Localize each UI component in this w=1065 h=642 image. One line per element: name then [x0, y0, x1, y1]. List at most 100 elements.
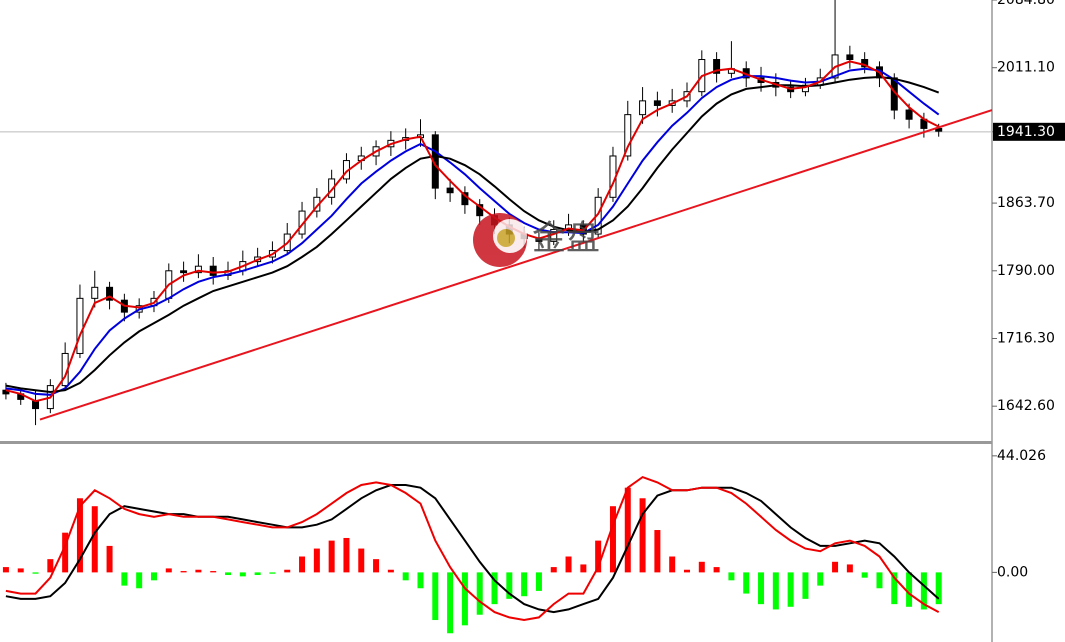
macd-bar	[846, 564, 853, 573]
candle-body	[32, 400, 40, 410]
macd-bar	[417, 572, 424, 589]
macd-bar	[402, 572, 409, 581]
y-tick-label: 44.026	[997, 448, 1046, 464]
y-tick-label: 1863.70	[997, 195, 1055, 211]
macd-bar	[432, 572, 439, 621]
macd-bar	[195, 569, 202, 573]
macd-bar	[136, 572, 143, 589]
macd-bar	[91, 506, 98, 573]
macd-bar	[669, 556, 676, 573]
macd-bar	[817, 572, 824, 586]
macd-bar	[787, 572, 794, 607]
candle-body	[846, 54, 854, 61]
macd-bar	[580, 564, 587, 573]
y-tick-label: 1716.30	[997, 330, 1055, 346]
macd-bar	[47, 559, 54, 573]
macd-bar	[683, 569, 690, 573]
macd-bar	[772, 572, 779, 610]
candle-body	[209, 265, 217, 276]
macd-bar	[106, 545, 113, 573]
y-tick-label: 1642.60	[997, 398, 1055, 414]
moving-average	[5, 60, 940, 403]
macd-line	[5, 475, 940, 622]
y-tick-label: 2084.80	[997, 0, 1055, 8]
macd-bar	[2, 567, 9, 573]
macd-bar	[891, 572, 898, 605]
macd-bar	[358, 548, 365, 573]
macd-bar	[758, 572, 765, 605]
watermark: 金盘	[473, 213, 600, 267]
y-tick-label: 2011.10	[997, 60, 1055, 76]
macd-bar	[165, 568, 172, 573]
macd-bar	[17, 568, 24, 573]
candle-body	[106, 286, 114, 301]
macd-bar	[935, 572, 942, 605]
macd-bar	[565, 556, 572, 573]
macd-bar	[876, 572, 883, 589]
macd-bar	[328, 540, 335, 573]
watermark-logo	[497, 229, 515, 247]
macd-bar	[313, 548, 320, 573]
pane-separator	[0, 441, 992, 444]
macd-bar	[521, 572, 528, 597]
watermark-text: 金盘	[532, 219, 600, 259]
candle-body	[624, 114, 632, 157]
macd-bar	[595, 540, 602, 573]
candle-body	[180, 270, 188, 274]
macd-bar	[535, 572, 542, 591]
macd-bar	[654, 530, 661, 573]
macd-bar	[802, 572, 809, 599]
y-tick-label: 1941.30	[997, 124, 1055, 140]
macd-bar	[743, 572, 750, 594]
candle-body	[476, 204, 484, 217]
macd-bar	[906, 572, 913, 607]
macd-bar	[121, 572, 128, 586]
macd-bar	[698, 561, 705, 573]
candle-body	[91, 286, 99, 299]
price-label-box	[993, 122, 1065, 141]
macd-bar	[609, 506, 616, 573]
macd-bar	[269, 572, 276, 574]
macd-bar	[299, 556, 306, 573]
macd-bar	[254, 572, 261, 576]
macd-bar	[491, 572, 498, 605]
macd-bar	[225, 572, 232, 576]
macd-bar	[343, 537, 350, 573]
macd-bar	[920, 572, 927, 610]
macd-bar	[506, 572, 513, 599]
macd-bar	[76, 498, 83, 573]
macd-bar	[150, 572, 157, 581]
candle-body	[328, 178, 336, 198]
macd-bar	[387, 569, 394, 573]
macd-bar	[476, 572, 483, 615]
trendline	[39, 109, 992, 421]
macd-bar	[728, 572, 735, 581]
macd-bar	[447, 572, 454, 634]
candle-body	[861, 59, 869, 68]
macd-bar	[861, 572, 868, 578]
candle-body	[446, 187, 454, 194]
candle-body	[194, 265, 202, 274]
macd-bar	[284, 569, 291, 573]
candle-body	[905, 109, 913, 120]
y-tick-label: 1790.00	[997, 263, 1055, 279]
macd-bar	[32, 572, 39, 574]
macd-bar	[550, 567, 557, 573]
macd-bar	[180, 571, 187, 573]
candle-body	[76, 297, 84, 354]
macd-bar	[373, 559, 380, 573]
macd-bar	[713, 567, 720, 573]
macd-bar	[624, 487, 631, 573]
candle-body	[713, 59, 721, 74]
macd-bar	[62, 532, 69, 573]
macd-bar	[639, 498, 646, 573]
macd-bar	[461, 572, 468, 626]
macd-line	[5, 484, 940, 614]
candle-body	[594, 196, 602, 235]
y-tick-label: 0.00	[997, 564, 1028, 580]
macd-bar	[832, 561, 839, 573]
macd-bar	[239, 572, 246, 577]
